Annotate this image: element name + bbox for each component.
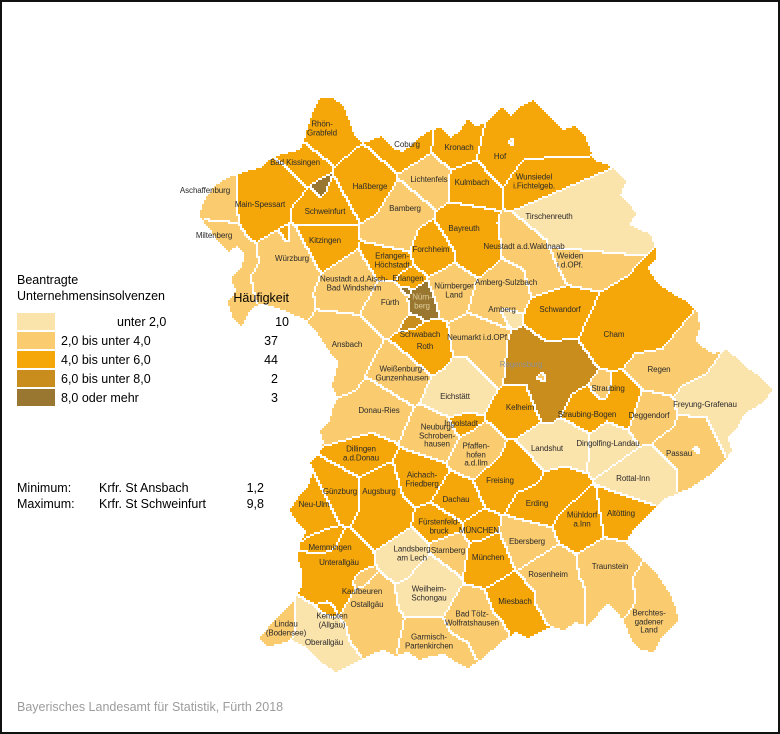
source-note: Bayerisches Landesamt für Statistik, Für… (17, 700, 284, 714)
maximum-row: Maximum: Krfr. St Schweinfurt 9,8 (17, 497, 264, 513)
legend: Beantragte Unternehmensinsolvenzen Häufi… (17, 272, 297, 407)
legend-frequency-header: Häufigkeit (233, 291, 289, 305)
legend-range: unter 2,0 (117, 314, 167, 329)
legend-range: 4,0 bis unter 6,0 (61, 352, 151, 367)
extremes-block: Minimum: Krfr. St Ansbach 1,2 Maximum: K… (17, 481, 264, 512)
legend-row: 2,0 bis unter 4,0 37 (17, 331, 297, 350)
legend-row: 8,0 oder mehr 3 (17, 388, 297, 407)
maximum-name: Krfr. St Schweinfurt (99, 496, 206, 511)
legend-swatch (17, 332, 55, 349)
legend-swatch (17, 370, 55, 387)
minimum-value: 1,2 (246, 481, 264, 495)
legend-rows: unter 2,0 10 2,0 bis unter 4,0 37 4,0 bi… (17, 312, 297, 407)
legend-swatch (17, 351, 55, 368)
legend-count: 10 (275, 314, 289, 329)
legend-header: Beantragte Unternehmensinsolvenzen Häufi… (17, 272, 297, 306)
legend-row: 4,0 bis unter 6,0 44 (17, 350, 297, 369)
legend-range: 2,0 bis unter 4,0 (61, 333, 151, 348)
legend-count: 44 (264, 352, 278, 367)
minimum-label: Minimum: (17, 481, 72, 495)
legend-range: 8,0 oder mehr (61, 390, 139, 405)
legend-swatch (17, 313, 55, 330)
minimum-name: Krfr. St Ansbach (99, 481, 189, 495)
legend-row: 6,0 bis unter 8,0 2 (17, 369, 297, 388)
legend-range: 6,0 bis unter 8,0 (61, 371, 151, 386)
legend-row: unter 2,0 10 (17, 312, 297, 331)
legend-swatch (17, 389, 55, 406)
maximum-value: 9,8 (246, 496, 264, 511)
legend-count: 2 (271, 371, 278, 386)
legend-title-line1: Beantragte (17, 273, 79, 287)
legend-count: 3 (271, 390, 278, 405)
maximum-label: Maximum: (17, 496, 75, 511)
minimum-row: Minimum: Krfr. St Ansbach 1,2 (17, 481, 264, 497)
legend-title-line2: Unternehmensinsolvenzen (17, 289, 166, 303)
legend-count: 37 (264, 333, 278, 348)
